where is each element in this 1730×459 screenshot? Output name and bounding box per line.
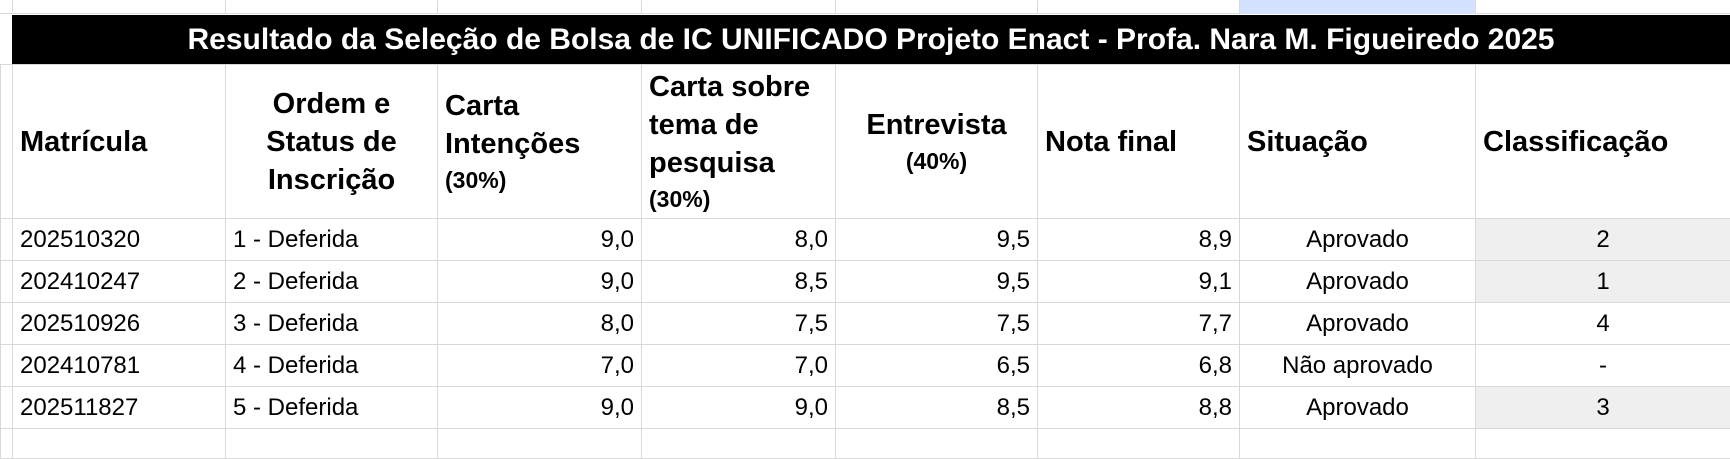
cell-situacao[interactable]: Aprovado <box>1240 261 1476 303</box>
cell-matricula[interactable]: 202510320 <box>13 219 226 261</box>
header-entrevista-weight: (40%) <box>843 144 1030 178</box>
cell-entrevista[interactable]: 7,5 <box>836 303 1038 345</box>
cell-ordem[interactable]: 4 - Deferida <box>226 345 438 387</box>
table-row: 202510320 1 - Deferida 9,0 8,0 9,5 8,9 A… <box>1 219 1730 261</box>
row-gutter <box>1 261 13 303</box>
cell-carta-tema[interactable]: 8,5 <box>642 261 836 303</box>
cell-nota-final[interactable]: 8,9 <box>1038 219 1240 261</box>
table-row: 202410781 4 - Deferida 7,0 7,0 6,5 6,8 N… <box>1 345 1730 387</box>
cell-ordem[interactable]: 3 - Deferida <box>226 303 438 345</box>
grid-top-strip <box>0 0 1730 14</box>
cell-situacao[interactable]: Não aprovado <box>1240 345 1476 387</box>
empty-cell[interactable] <box>438 429 642 459</box>
cell-carta-tema[interactable]: 7,0 <box>642 345 836 387</box>
header-carta-tema-line3: pesquisa <box>649 147 775 179</box>
cell-ordem[interactable]: 1 - Deferida <box>226 219 438 261</box>
row-gutter <box>1 219 13 261</box>
header-carta-tema-line1: Carta sobre <box>649 71 810 103</box>
results-table: Matrícula Ordem e Status de Inscrição Ca… <box>0 64 1730 459</box>
cell-ordem[interactable]: 5 - Deferida <box>226 387 438 429</box>
cell-carta-tema[interactable]: 7,5 <box>642 303 836 345</box>
header-entrevista-label: Entrevista <box>866 109 1006 141</box>
header-carta-tema-weight: (30%) <box>649 182 828 216</box>
cell-entrevista[interactable]: 6,5 <box>836 345 1038 387</box>
cell-matricula[interactable]: 202410247 <box>13 261 226 303</box>
empty-cell[interactable] <box>226 429 438 459</box>
header-carta-tema[interactable]: Carta sobre tema de pesquisa (30%) <box>642 65 836 219</box>
header-nota-final[interactable]: Nota final <box>1038 65 1240 219</box>
header-carta-intencoes[interactable]: Carta Intenções (30%) <box>438 65 642 219</box>
table-row: 202511827 5 - Deferida 9,0 9,0 8,5 8,8 A… <box>1 387 1730 429</box>
empty-cell[interactable] <box>1038 429 1240 459</box>
selected-column-highlight <box>1240 0 1475 14</box>
cell-entrevista[interactable]: 8,5 <box>836 387 1038 429</box>
empty-cell[interactable] <box>642 429 836 459</box>
cell-matricula[interactable]: 202410781 <box>13 345 226 387</box>
cell-nota-final[interactable]: 7,7 <box>1038 303 1240 345</box>
cell-carta-intencoes[interactable]: 9,0 <box>438 387 642 429</box>
header-entrevista[interactable]: Entrevista (40%) <box>836 65 1038 219</box>
cell-carta-intencoes[interactable]: 8,0 <box>438 303 642 345</box>
row-gutter <box>1 387 13 429</box>
header-carta-intencoes-line1: Carta <box>445 90 519 122</box>
cell-situacao[interactable]: Aprovado <box>1240 387 1476 429</box>
cell-matricula[interactable]: 202511827 <box>13 387 226 429</box>
header-ordem-line1: Ordem e <box>273 88 391 120</box>
header-row: Matrícula Ordem e Status de Inscrição Ca… <box>1 65 1730 219</box>
table-row: 202410247 2 - Deferida 9,0 8,5 9,5 9,1 A… <box>1 261 1730 303</box>
cell-nota-final[interactable]: 9,1 <box>1038 261 1240 303</box>
empty-cell[interactable] <box>13 429 226 459</box>
row-gutter <box>1 303 13 345</box>
cell-classificacao[interactable]: 2 <box>1476 219 1730 261</box>
table-row: 202510926 3 - Deferida 8,0 7,5 7,5 7,7 A… <box>1 303 1730 345</box>
cell-nota-final[interactable]: 6,8 <box>1038 345 1240 387</box>
row-gutter <box>1 65 13 219</box>
cell-carta-intencoes[interactable]: 9,0 <box>438 261 642 303</box>
cell-classificacao[interactable]: 4 <box>1476 303 1730 345</box>
cell-nota-final[interactable]: 8,8 <box>1038 387 1240 429</box>
cell-carta-intencoes[interactable]: 9,0 <box>438 219 642 261</box>
cell-classificacao[interactable]: 1 <box>1476 261 1730 303</box>
cell-entrevista[interactable]: 9,5 <box>836 219 1038 261</box>
cell-matricula[interactable]: 202510926 <box>13 303 226 345</box>
cell-ordem[interactable]: 2 - Deferida <box>226 261 438 303</box>
header-carta-tema-line2: tema de <box>649 109 759 141</box>
cell-carta-tema[interactable]: 9,0 <box>642 387 836 429</box>
cell-classificacao[interactable]: 3 <box>1476 387 1730 429</box>
cell-classificacao[interactable]: - <box>1476 345 1730 387</box>
cell-situacao[interactable]: Aprovado <box>1240 303 1476 345</box>
header-carta-intencoes-weight: (30%) <box>445 163 634 197</box>
cell-entrevista[interactable]: 9,5 <box>836 261 1038 303</box>
empty-cell[interactable] <box>836 429 1038 459</box>
header-matricula[interactable]: Matrícula <box>13 65 226 219</box>
header-ordem[interactable]: Ordem e Status de Inscrição <box>226 65 438 219</box>
cell-carta-intencoes[interactable]: 7,0 <box>438 345 642 387</box>
row-gutter <box>1 429 13 459</box>
empty-cell[interactable] <box>1240 429 1476 459</box>
header-situacao[interactable]: Situação <box>1240 65 1476 219</box>
empty-row <box>1 429 1730 459</box>
header-ordem-line3: Inscrição <box>268 164 395 196</box>
header-classificacao[interactable]: Classificação <box>1476 65 1730 219</box>
header-ordem-line2: Status de <box>266 126 397 158</box>
header-carta-intencoes-line2: Intenções <box>445 128 580 160</box>
sheet-title[interactable]: Resultado da Seleção de Bolsa de IC UNIF… <box>12 15 1730 64</box>
cell-situacao[interactable]: Aprovado <box>1240 219 1476 261</box>
empty-cell[interactable] <box>1476 429 1730 459</box>
row-gutter <box>1 345 13 387</box>
cell-carta-tema[interactable]: 8,0 <box>642 219 836 261</box>
